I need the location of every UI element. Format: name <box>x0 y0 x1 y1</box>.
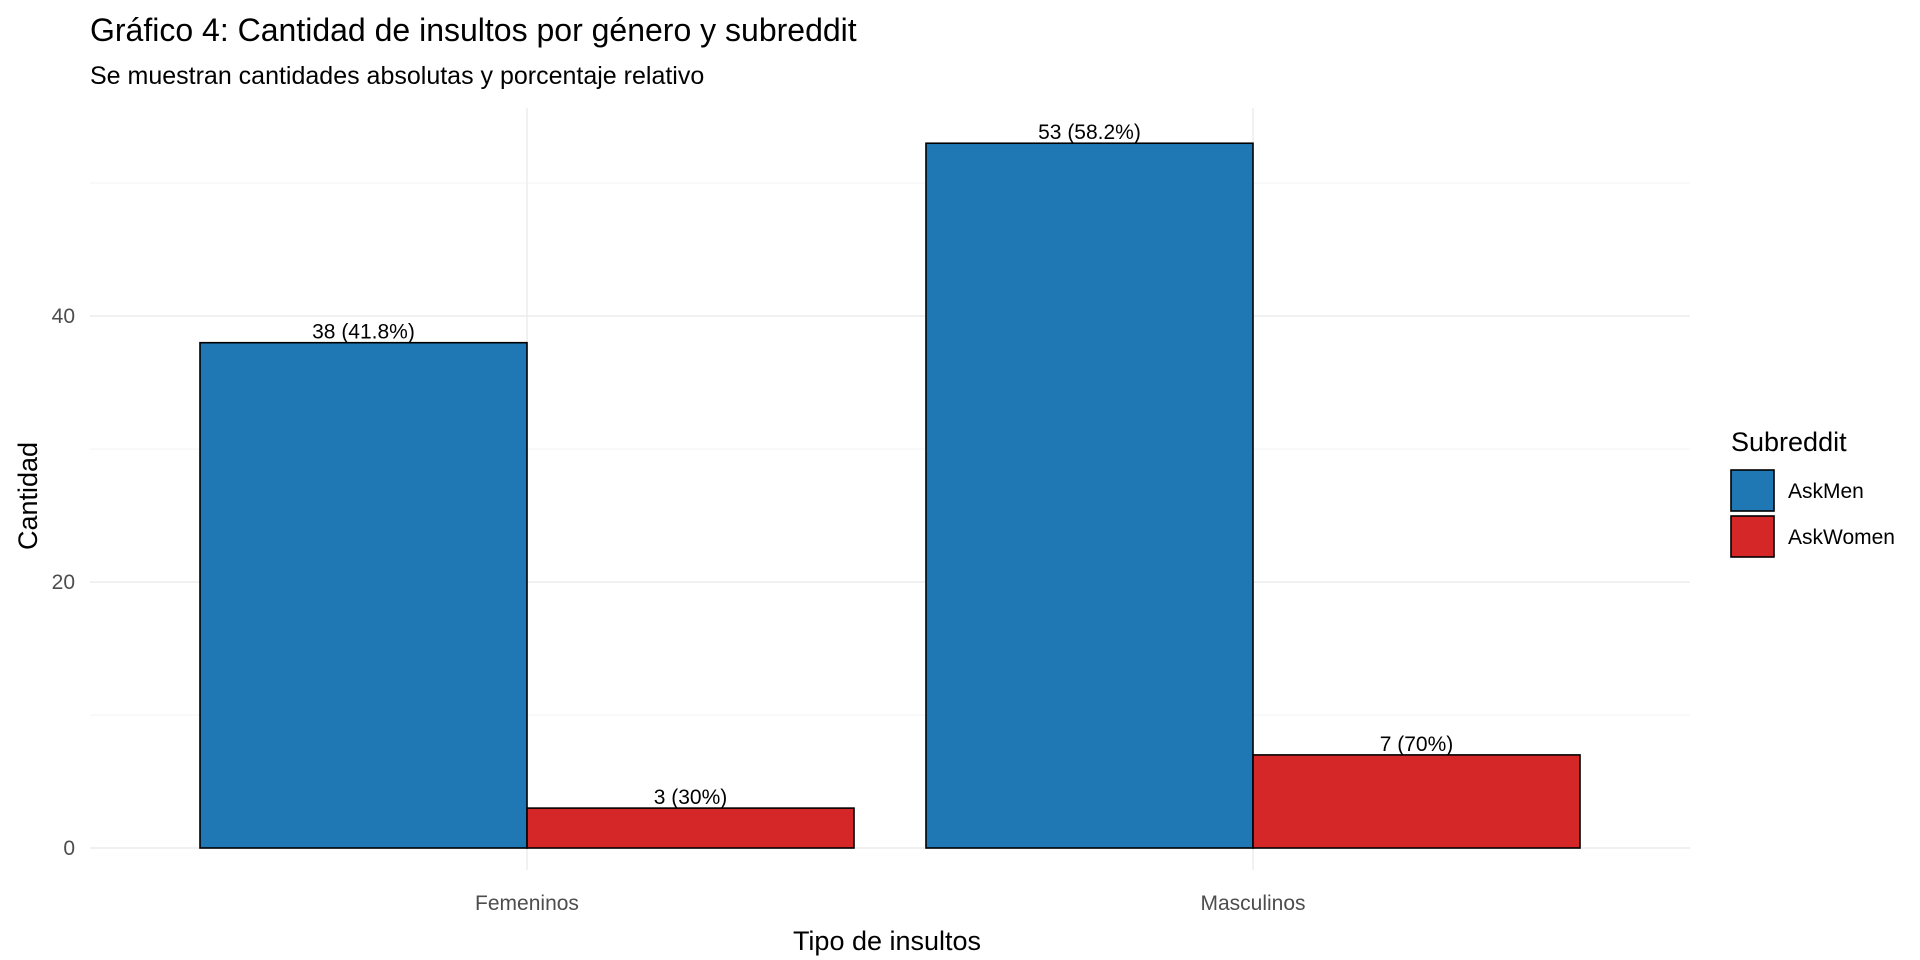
bar-askmen-femeninos <box>199 341 528 849</box>
chart-subtitle: Se muestran cantidades absolutas y porce… <box>90 62 704 90</box>
legend: Subreddit AskMen AskWomen <box>1730 427 1895 558</box>
x-axis-title: Tipo de insultos <box>793 926 981 956</box>
bar-askwomen-femeninos <box>526 807 855 849</box>
data-label: 7 (70%) <box>1380 733 1454 756</box>
data-labels: 38 (41.8%) 3 (30%) 53 (58.2%) 7 (70%) <box>312 121 1453 809</box>
legend-key-askmen <box>1730 469 1775 512</box>
y-tick-label: 20 <box>52 571 75 594</box>
bars <box>199 142 1581 849</box>
legend-title: Subreddit <box>1731 427 1847 457</box>
x-tick-label: Masculinos <box>1200 892 1305 915</box>
x-axis-ticks: Femeninos Masculinos <box>475 892 1305 915</box>
legend-label: AskWomen <box>1788 526 1895 549</box>
data-label: 53 (58.2%) <box>1038 121 1141 144</box>
bar-askwomen-masculinos <box>1252 754 1581 849</box>
x-tick-label: Femeninos <box>475 892 579 915</box>
y-axis-ticks: 0 20 40 <box>52 305 75 860</box>
legend-key-askwomen <box>1730 515 1775 558</box>
legend-label: AskMen <box>1788 480 1864 503</box>
y-axis-title: Cantidad <box>13 442 43 550</box>
data-label: 3 (30%) <box>654 786 728 809</box>
y-tick-label: 40 <box>52 305 75 328</box>
chart-title: Gráfico 4: Cantidad de insultos por géne… <box>90 12 857 48</box>
data-label: 38 (41.8%) <box>312 321 415 344</box>
legend-items: AskMen AskWomen <box>1730 469 1895 558</box>
y-tick-label: 0 <box>63 837 75 860</box>
bar-askmen-masculinos <box>925 142 1254 849</box>
